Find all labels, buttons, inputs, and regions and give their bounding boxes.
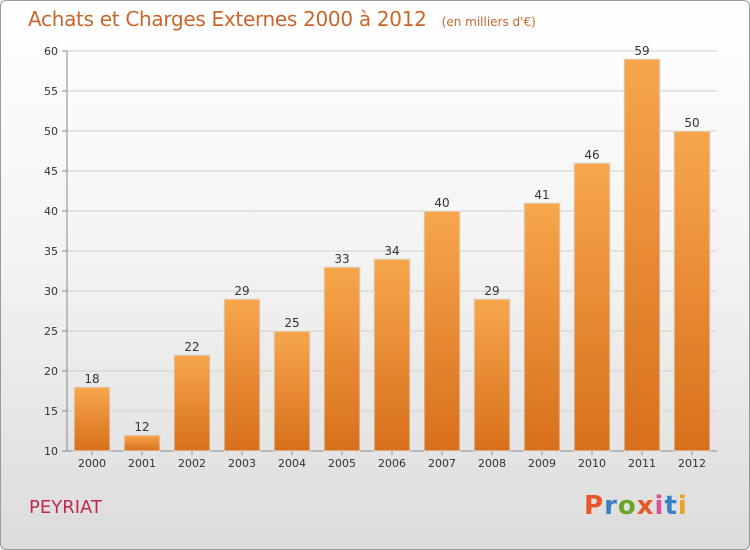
y-tick-label: 55	[44, 85, 58, 98]
bar-2011	[623, 58, 661, 452]
bar-2000	[73, 386, 111, 452]
bar-2004	[273, 330, 311, 452]
y-tick-label: 20	[44, 365, 58, 378]
x-tick-label: 2008	[478, 457, 506, 470]
x-tick-label: 2007	[428, 457, 456, 470]
bar-value-label: 50	[684, 116, 699, 130]
logo-letter: P	[584, 491, 605, 521]
bar-value-label: 41	[534, 188, 549, 202]
logo-letter: i	[677, 491, 688, 521]
bar-value-label: 22	[184, 340, 199, 354]
x-tick-label: 2000	[78, 457, 106, 470]
x-tick-label: 2011	[628, 457, 656, 470]
chart-title: Achats et Charges Externes 2000 à 2012	[28, 7, 427, 31]
labels-layer: 10 15 20 25 30 35 40 45 50 55 60 18 2000 12 2001 22 2002…	[44, 44, 706, 470]
x-tick-label: 2002	[178, 457, 206, 470]
x-tick-label: 2012	[678, 457, 706, 470]
y-tick-label: 60	[44, 45, 58, 58]
bar-2003	[223, 298, 261, 452]
x-tick-label: 2004	[278, 457, 306, 470]
logo-letter: t	[664, 491, 678, 521]
y-tick-label: 45	[44, 165, 58, 178]
bar-value-label: 25	[284, 316, 299, 330]
bar-2012	[673, 130, 711, 452]
x-tick-label: 2006	[378, 457, 406, 470]
x-tick-label: 2009	[528, 457, 556, 470]
x-tick-label: 2005	[328, 457, 356, 470]
bar-2002	[173, 354, 211, 452]
y-tick-label: 10	[44, 445, 58, 458]
bar-2005	[323, 266, 361, 452]
x-tick-label: 2003	[228, 457, 256, 470]
logo-letter: r	[604, 491, 618, 521]
bar-2006	[373, 258, 411, 452]
bar-2007	[423, 210, 461, 452]
y-tick-label: 50	[44, 125, 58, 138]
x-tick-label: 2010	[578, 457, 606, 470]
y-tick-label: 40	[44, 205, 58, 218]
bar-value-label: 18	[84, 372, 99, 386]
y-tick-label: 35	[44, 245, 58, 258]
bar-2001	[123, 434, 161, 452]
x-tick-label: 2001	[128, 457, 156, 470]
logo-letter: x	[636, 491, 655, 521]
bar-value-label: 12	[134, 420, 149, 434]
logo-letter: o	[617, 491, 637, 521]
y-tick-label: 30	[44, 285, 58, 298]
proxiti-logo: Proxiti	[584, 491, 688, 521]
bar-value-label: 29	[484, 284, 499, 298]
logo-letter: i	[654, 491, 665, 521]
title-row: Achats et Charges Externes 2000 à 2012 (…	[28, 7, 536, 31]
bar-2010	[573, 162, 611, 452]
chart-subtitle: (en milliers d'€)	[441, 15, 536, 29]
y-tick-label: 25	[44, 325, 58, 338]
bar-value-label: 33	[334, 252, 349, 266]
bar-value-label: 40	[434, 196, 449, 210]
bar-value-label: 34	[384, 244, 399, 258]
place-name: PEYRIAT	[29, 497, 102, 518]
bar-2008	[473, 298, 511, 452]
bar-value-label: 29	[234, 284, 249, 298]
bar-2009	[523, 202, 561, 452]
bar-value-label: 46	[584, 148, 599, 162]
bars-layer	[73, 58, 711, 452]
bar-value-label: 59	[634, 44, 649, 58]
y-tick-label: 15	[44, 405, 58, 418]
